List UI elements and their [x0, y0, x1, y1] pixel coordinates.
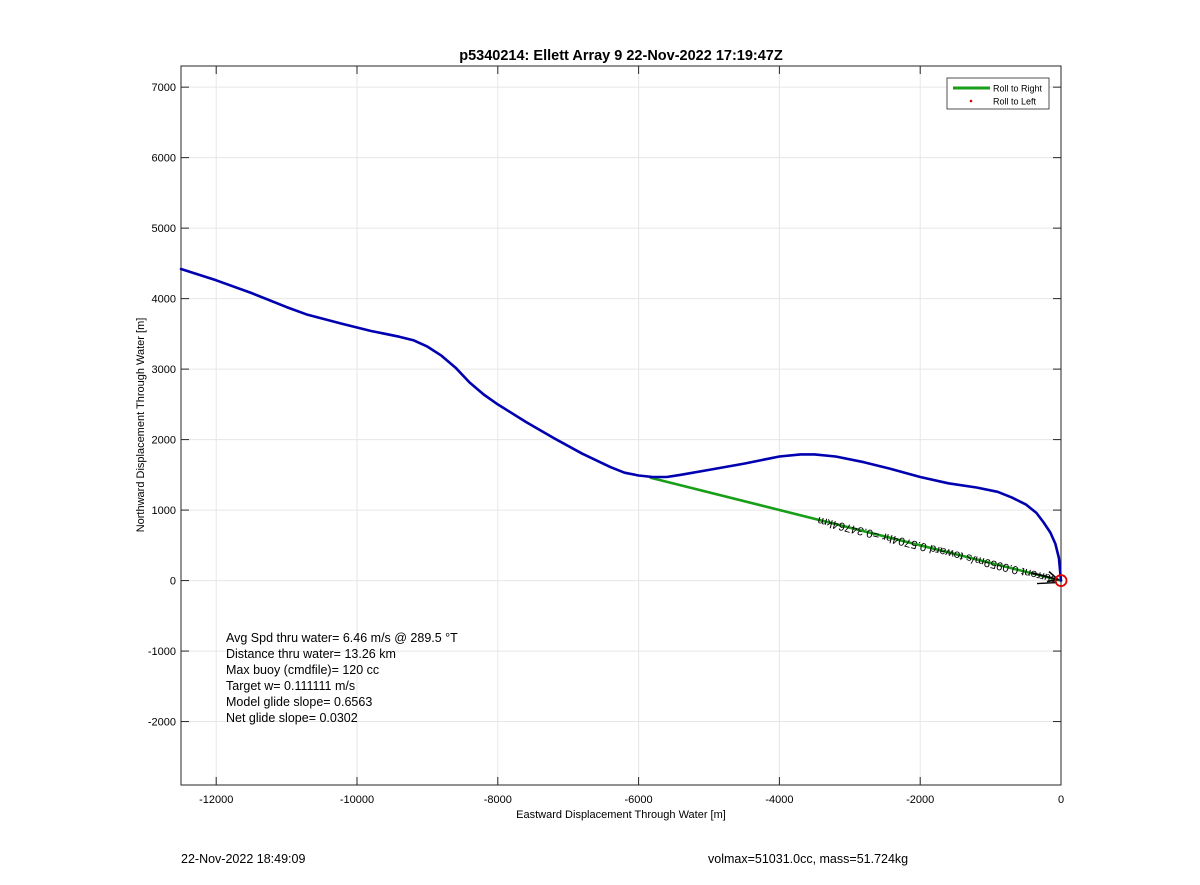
y-tick-label: 1000: [152, 505, 176, 517]
y-tick-label: 2000: [152, 435, 176, 447]
y-tick-label: -2000: [148, 717, 176, 729]
roll-to-right-line: [649, 476, 1063, 582]
x-tick-label: -12000: [199, 794, 233, 806]
current-arrow-label: current 0.0959m/s toward 0.5704hr =0.347…: [816, 514, 1057, 585]
grid-lines: [181, 66, 1062, 785]
stat-max-buoy: Max buoy (cmdfile)= 120 cc: [226, 663, 379, 677]
y-tick-label: 0: [170, 576, 176, 588]
chart-title: p5340214: Ellett Array 9 22-Nov-2022 17:…: [459, 48, 783, 64]
y-tick-label: 5000: [152, 223, 176, 235]
stat-target-w: Target w= 0.111111 m/s: [226, 679, 355, 693]
current-arrow-head: [1046, 570, 1060, 583]
current-arrow: [1030, 571, 1059, 581]
legend-roll-left-label: Roll to Left: [993, 97, 1037, 107]
end-position-marker: [1054, 574, 1068, 587]
y-axis-label: Northward Displacement Through Water [m]: [135, 318, 147, 533]
stat-distance: Distance thru water= 13.26 km: [226, 647, 396, 661]
x-tick-label: -8000: [484, 794, 512, 806]
x-tick-label: 0: [1058, 794, 1064, 806]
plot-area: [180, 65, 1062, 786]
y-tick-label: 3000: [152, 364, 176, 376]
current-arrow-tick: [1036, 581, 1058, 585]
x-tick-label: -4000: [765, 794, 793, 806]
x-tick-label: -10000: [340, 794, 374, 806]
y-tick-label: 6000: [152, 153, 176, 165]
x-tick-label: -6000: [625, 794, 653, 806]
y-tick-label: 7000: [152, 82, 176, 94]
series-lines: [179, 267, 1063, 582]
y-tick-label: -1000: [148, 646, 176, 658]
legend-box: [946, 77, 1050, 110]
annotations: current 0.0959m/s toward 0.5704hr =0.347…: [816, 514, 1068, 587]
trajectory-line: [179, 267, 1063, 582]
legend-roll-right-label: Roll to Right: [993, 84, 1043, 94]
footer-timestamp: 22-Nov-2022 18:49:09: [181, 852, 306, 866]
stat-avg-speed: Avg Spd thru water= 6.46 m/s @ 289.5 °T: [226, 631, 458, 645]
legend-roll-left-swatch: [969, 99, 973, 103]
y-tick-label: 4000: [152, 294, 176, 306]
stats-block: Avg Spd thru water= 6.46 m/s @ 289.5 °T …: [226, 631, 458, 725]
footer-volmax-mass: volmax=51031.0cc, mass=51.724kg: [708, 852, 909, 866]
stat-net-glide: Net glide slope= 0.0302: [226, 711, 358, 725]
legend: Roll to Right Roll to Left: [946, 77, 1050, 110]
x-tick-label: -2000: [906, 794, 934, 806]
axis-ticks: -12000 -10000 -8000 -6000 -4000 -2000 0-2000-1…: [148, 66, 1064, 806]
x-axis-label: Eastward Displacement Through Water [m]: [516, 809, 726, 821]
stat-model-glide: Model glide slope= 0.6563: [226, 695, 372, 709]
